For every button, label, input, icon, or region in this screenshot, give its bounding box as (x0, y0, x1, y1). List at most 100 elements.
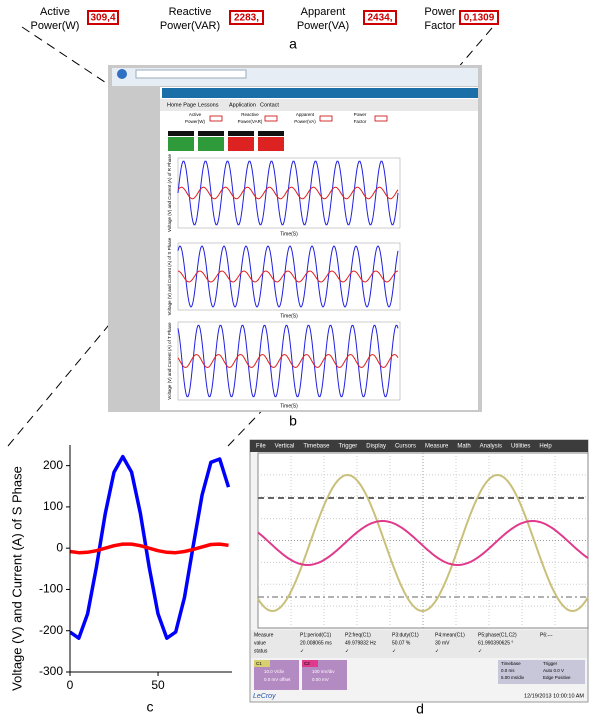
measure-cell: 61.990390625 ° (478, 640, 513, 646)
y-tick-label: 0 (56, 540, 63, 554)
scope-menu-item: Math (457, 444, 470, 450)
measure-cell: P6:--- (540, 632, 553, 638)
channel-text: C2 (304, 661, 310, 666)
mini-value-box (210, 116, 222, 121)
mini-y-label: Voltage (V) and Current (A) of S Phase (167, 237, 172, 315)
mini-switch (228, 137, 254, 151)
address-bar (136, 70, 246, 78)
mini-value-box (265, 116, 277, 121)
measure-cell: 30 mV (435, 640, 450, 646)
measure-cell: 50.07 % (392, 640, 411, 646)
y-tick-label: -300 (39, 664, 63, 678)
timebase-text: 5.00 ms/div (501, 675, 525, 680)
field-value: 0,1309 (464, 13, 495, 24)
mini-value-box (320, 116, 332, 121)
field-value: 2434, (367, 13, 392, 24)
mini-tag (198, 131, 224, 136)
field-label: Power(VA) (297, 20, 349, 32)
mini-field-label: Power(W) (185, 119, 206, 124)
field-label: Factor (424, 20, 456, 32)
panel-label: d (416, 701, 424, 717)
scope-menu (250, 440, 588, 452)
field-label: Reactive (169, 6, 212, 18)
mini-y-label: Voltage (V) and Current (A) of T Phase (167, 322, 172, 400)
scope-menu-item: Measure (425, 444, 449, 450)
panel-label: a (289, 36, 297, 52)
y-axis-label: Voltage (V) and Current (A) of S Phase (9, 466, 24, 691)
mini-plot (178, 243, 400, 310)
x-tick-label: 0 (67, 678, 74, 692)
mini-x-label: Time(S) (280, 231, 298, 237)
field-value: 309,4 (90, 13, 115, 24)
channel-text: 0.0 mV offset (264, 677, 291, 682)
mini-field-label: Power(VA) (294, 119, 316, 124)
measure-cell: ✓ (300, 648, 304, 654)
timebase-text: Auto 0.0 V (543, 668, 564, 673)
mini-field-label: Power (354, 112, 367, 117)
page-banner (162, 88, 478, 98)
field-label: Power(VAR) (160, 20, 220, 32)
measure-cell: ✓ (392, 648, 396, 654)
mini-y-label: Voltage (V) and Current (A) of R Phase (167, 153, 172, 232)
mini-switch (198, 137, 224, 151)
timestamp: 12/19/2013 10:00:10 AM (524, 693, 584, 699)
mini-field-label: Power(VAR) (238, 119, 263, 124)
x-tick-label: 50 (151, 678, 165, 692)
mini-tag (168, 131, 194, 136)
mini-field-label: Factor (354, 119, 367, 124)
scope-menu-item: File (256, 444, 266, 450)
field-label: Apparent (301, 6, 346, 18)
field-label: Power (424, 6, 456, 18)
channel-text: C1 (256, 661, 262, 666)
timebase-text: Edge Positive (543, 675, 571, 680)
y-tick-label: 100 (43, 499, 63, 513)
timebase-text: 0.0 ms (501, 668, 515, 673)
channel-text: 0.00 mV (312, 677, 329, 682)
channel-text: 10.0 V/div (264, 669, 285, 674)
brand: LeCroy (253, 693, 276, 700)
nav-item: Home Page (167, 102, 196, 108)
measure-cell: ✓ (345, 648, 349, 654)
measure-cell: P2:freq(C1) (345, 632, 371, 638)
scope-menu-item: Timebase (303, 444, 330, 450)
mini-tag (258, 131, 284, 136)
mini-tag (228, 131, 254, 136)
scope-menu-item: Vertical (275, 444, 295, 450)
scope-menu-item: Utilities (511, 444, 530, 450)
measure-cell: value (254, 640, 266, 646)
scope-menu-item: Analysis (480, 444, 502, 450)
mini-x-label: Time(S) (280, 403, 298, 409)
back-button (117, 69, 127, 79)
panel-label: b (289, 413, 297, 429)
y-tick-label: -100 (39, 582, 63, 596)
field-label: Power(W) (31, 20, 80, 32)
nav-item: Application (229, 102, 256, 108)
mini-switch (168, 137, 194, 151)
measure-cell: Measure (254, 632, 274, 638)
measure-cell: P1:period(C1) (300, 632, 331, 638)
y-tick-label: 200 (43, 458, 63, 472)
measure-cell: P3:duty(C1) (392, 632, 419, 638)
scope-menu-item: Display (366, 444, 386, 450)
mini-field-label: Reactive (241, 112, 259, 117)
nav-item: Lessons (198, 102, 219, 108)
timebase-text: Trigger (543, 661, 558, 666)
measure-cell: P4:mean(C1) (435, 632, 465, 638)
channel-text: 100 mV/div (312, 669, 335, 674)
measure-cell: 20.008065 ms (300, 640, 332, 646)
mini-x-label: Time(S) (280, 313, 298, 319)
measure-cell: ✓ (435, 648, 439, 654)
nav-item: Contact (260, 102, 279, 108)
field-value: 2283, (234, 13, 259, 24)
series-line (70, 544, 229, 553)
mini-field-label: Apparent (296, 112, 315, 117)
mini-field-label: Active (189, 112, 202, 117)
mini-switch (258, 137, 284, 151)
measure-cell: status (254, 648, 268, 654)
timebase-text: Timebase (501, 661, 521, 666)
mini-value-box (375, 116, 387, 121)
scope-menu-item: Trigger (338, 444, 357, 450)
measure-cell: ✓ (478, 648, 482, 654)
figure: abcdActivePower(W)309,4ReactivePower(VAR… (0, 0, 593, 718)
measure-cell: 49.979832 Hz (345, 640, 377, 646)
